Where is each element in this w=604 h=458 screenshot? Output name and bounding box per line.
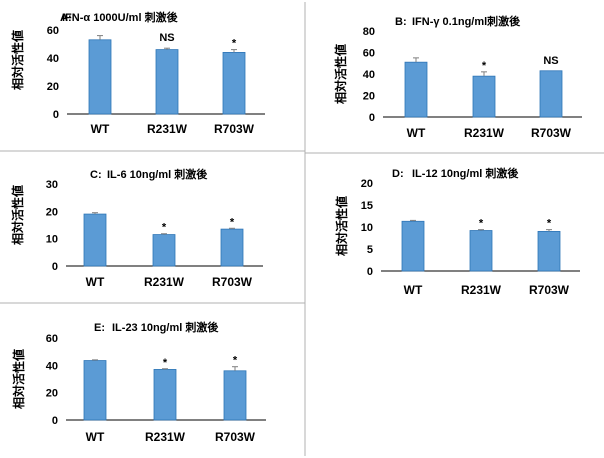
significance-marker: *	[482, 60, 487, 72]
panel-label: E:	[94, 322, 105, 334]
y-tick-label: 0	[367, 266, 373, 278]
significance-marker: *	[163, 357, 168, 369]
bar	[220, 228, 244, 267]
x-category-label: R231W	[144, 275, 185, 289]
y-tick-label: 20	[46, 206, 58, 218]
panel-label: B:	[395, 16, 407, 28]
y-tick-label: 0	[369, 112, 375, 124]
bar	[404, 61, 428, 118]
x-category-label: R703W	[214, 122, 255, 136]
significance-marker: *	[479, 218, 484, 230]
bar	[153, 369, 177, 421]
bar	[401, 220, 425, 272]
significance-marker: *	[547, 218, 552, 230]
y-tick-label: 5	[367, 244, 373, 256]
bar	[537, 230, 561, 272]
y-tick-label: 15	[361, 200, 373, 212]
y-axis-label: 相対活性値	[334, 196, 349, 256]
bar	[83, 360, 107, 421]
y-tick-label: 60	[363, 48, 375, 60]
chart-title: IL-12 10ng/ml 刺激後	[412, 166, 519, 180]
x-category-label: R231W	[147, 122, 188, 136]
y-tick-label: 40	[363, 69, 375, 81]
x-category-label: R703W	[529, 283, 570, 297]
bar	[155, 49, 179, 115]
chart-title: IL-6 10ng/ml 刺激後	[107, 167, 208, 181]
y-tick-label: 10	[46, 234, 58, 246]
bar	[469, 230, 493, 272]
ns-marker: NS	[543, 55, 558, 67]
x-category-label: WT	[86, 275, 105, 289]
chart-title: IL-23 10ng/ml 刺激後	[112, 320, 219, 334]
ns-marker: NS	[159, 32, 174, 44]
bar	[152, 234, 176, 267]
y-axis-label: 相対活性値	[10, 30, 25, 90]
y-tick-label: 0	[53, 109, 59, 121]
chart-title: IFN-α 1000U/ml 刺激後	[62, 10, 179, 24]
x-category-label: WT	[407, 126, 426, 140]
x-category-label: R703W	[212, 275, 253, 289]
bar	[88, 39, 112, 115]
x-category-label: WT	[404, 283, 423, 297]
y-tick-label: 30	[46, 179, 58, 191]
x-category-label: R231W	[464, 126, 505, 140]
bar	[83, 213, 107, 267]
y-tick-label: 60	[46, 333, 58, 345]
y-axis-label: 相対活性値	[333, 44, 348, 104]
chart-title: IFN-γ 0.1ng/ml刺激後	[412, 14, 521, 28]
x-category-label: R231W	[145, 430, 186, 444]
y-axis-label: 相対活性値	[10, 185, 25, 245]
panel-label: A:	[60, 12, 72, 24]
y-tick-label: 20	[361, 178, 373, 190]
y-tick-label: 40	[46, 360, 58, 372]
significance-marker: *	[233, 355, 238, 367]
y-tick-label: 10	[361, 222, 373, 234]
significance-marker: *	[230, 216, 235, 228]
y-tick-label: 0	[52, 261, 58, 273]
y-tick-label: 20	[46, 388, 58, 400]
y-tick-label: 80	[363, 26, 375, 38]
x-category-label: WT	[86, 430, 105, 444]
panel-label: C:	[90, 169, 102, 181]
y-tick-label: 20	[47, 81, 59, 93]
x-category-label: R703W	[531, 126, 572, 140]
y-tick-label: 20	[363, 91, 375, 103]
bar	[539, 70, 563, 118]
x-category-label: R703W	[215, 430, 256, 444]
bar	[472, 75, 496, 118]
bar	[223, 370, 247, 421]
significance-marker: *	[232, 38, 237, 50]
y-tick-label: 60	[47, 25, 59, 37]
y-axis-label: 相対活性値	[11, 349, 26, 409]
y-tick-label: 40	[47, 53, 59, 65]
bar	[222, 52, 246, 115]
x-category-label: R231W	[461, 283, 502, 297]
x-category-label: WT	[91, 122, 110, 136]
significance-marker: *	[162, 222, 167, 234]
y-tick-label: 0	[52, 415, 58, 427]
panel-label: D:	[392, 168, 404, 180]
